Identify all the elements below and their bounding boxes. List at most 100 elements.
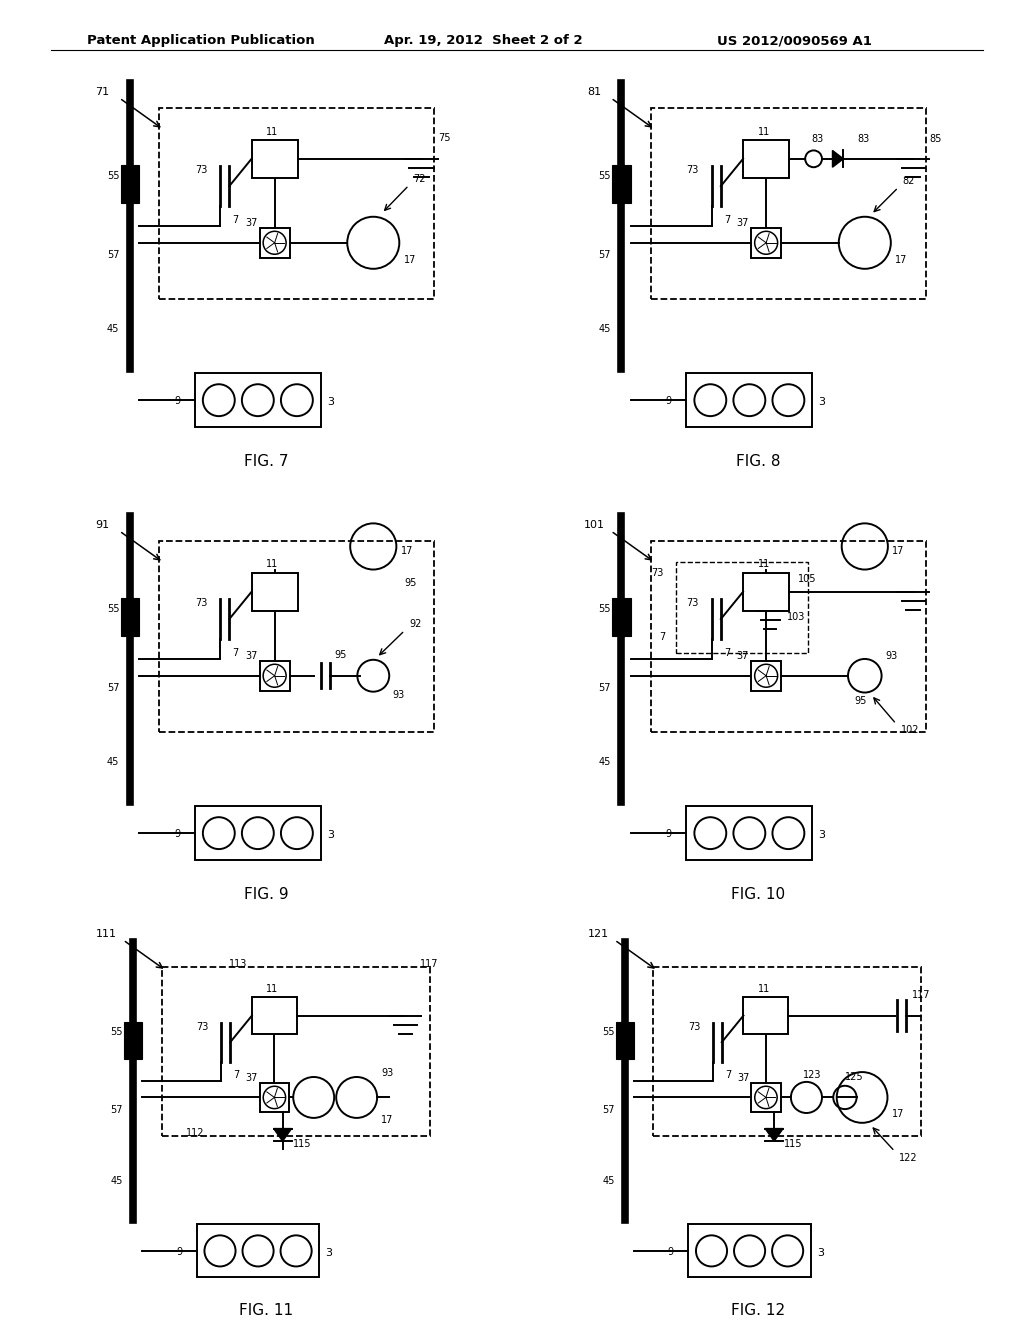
Text: 91: 91 xyxy=(95,520,110,529)
Bar xyxy=(612,165,631,203)
Text: 73: 73 xyxy=(195,598,207,609)
Text: 9: 9 xyxy=(666,396,672,407)
Text: 55: 55 xyxy=(106,603,120,614)
Text: 57: 57 xyxy=(602,1105,614,1114)
Text: 93: 93 xyxy=(886,651,898,660)
Text: 72: 72 xyxy=(413,174,426,183)
Text: 112: 112 xyxy=(186,1129,205,1138)
Text: 57: 57 xyxy=(598,251,611,260)
Text: 17: 17 xyxy=(400,545,413,556)
Text: 55: 55 xyxy=(598,603,611,614)
Text: 9: 9 xyxy=(174,829,180,840)
Text: 122: 122 xyxy=(899,1152,918,1163)
Text: 123: 123 xyxy=(803,1071,821,1080)
Text: FIG. 10: FIG. 10 xyxy=(731,887,784,902)
Text: 9: 9 xyxy=(668,1246,674,1257)
Text: 11: 11 xyxy=(758,127,770,136)
Text: 82: 82 xyxy=(902,176,915,186)
Text: 37: 37 xyxy=(737,651,750,660)
Text: 125: 125 xyxy=(845,1072,863,1082)
Bar xyxy=(252,573,298,611)
Text: Patent Application Publication: Patent Application Publication xyxy=(87,34,314,48)
Text: 3: 3 xyxy=(818,397,825,408)
Bar xyxy=(259,227,290,257)
Text: 121: 121 xyxy=(588,929,608,939)
Text: 3: 3 xyxy=(818,830,825,841)
Text: 37: 37 xyxy=(246,1073,258,1082)
Bar xyxy=(676,562,808,652)
Text: 55: 55 xyxy=(602,1027,614,1038)
Bar xyxy=(650,108,926,300)
Text: 7: 7 xyxy=(659,632,666,642)
Text: Apr. 19, 2012  Sheet 2 of 2: Apr. 19, 2012 Sheet 2 of 2 xyxy=(384,34,583,48)
Text: 71: 71 xyxy=(95,87,110,96)
Text: 83: 83 xyxy=(811,133,823,144)
Text: 45: 45 xyxy=(598,756,611,767)
Bar xyxy=(686,805,812,861)
Polygon shape xyxy=(765,1129,783,1142)
Text: 7: 7 xyxy=(232,215,239,224)
Text: 57: 57 xyxy=(598,684,611,693)
Text: 95: 95 xyxy=(854,696,866,706)
Text: 9: 9 xyxy=(176,1246,182,1257)
Bar xyxy=(197,1225,319,1278)
Text: 45: 45 xyxy=(111,1176,123,1187)
Bar xyxy=(159,108,434,300)
Text: 45: 45 xyxy=(106,756,120,767)
Text: 95: 95 xyxy=(335,649,347,660)
Text: 73: 73 xyxy=(650,568,664,578)
Bar xyxy=(686,374,812,428)
Text: 11: 11 xyxy=(758,560,770,569)
Bar xyxy=(688,1225,811,1278)
Bar xyxy=(615,1022,634,1059)
Text: 11: 11 xyxy=(266,127,279,136)
Text: FIG. 8: FIG. 8 xyxy=(735,454,780,469)
Text: 92: 92 xyxy=(409,619,421,630)
Text: 11: 11 xyxy=(758,983,770,994)
Text: 7: 7 xyxy=(233,1071,240,1080)
Text: 95: 95 xyxy=(404,578,417,589)
Text: 37: 37 xyxy=(737,218,750,227)
Text: 7: 7 xyxy=(724,648,730,657)
Text: FIG. 11: FIG. 11 xyxy=(240,1303,293,1317)
Text: 57: 57 xyxy=(106,684,120,693)
Text: 57: 57 xyxy=(106,251,120,260)
Text: 3: 3 xyxy=(327,830,334,841)
Text: 45: 45 xyxy=(598,323,611,334)
Text: 73: 73 xyxy=(686,598,698,609)
Text: 9: 9 xyxy=(666,829,672,840)
Text: 113: 113 xyxy=(229,960,248,969)
Text: 3: 3 xyxy=(326,1247,333,1258)
Text: FIG. 7: FIG. 7 xyxy=(244,454,289,469)
Text: 11: 11 xyxy=(266,560,279,569)
Text: US 2012/0090569 A1: US 2012/0090569 A1 xyxy=(717,34,871,48)
Polygon shape xyxy=(833,150,844,168)
Text: FIG. 9: FIG. 9 xyxy=(244,887,289,902)
Bar xyxy=(195,374,321,428)
Text: FIG. 12: FIG. 12 xyxy=(731,1303,784,1317)
Bar xyxy=(259,660,290,690)
Text: 45: 45 xyxy=(602,1176,614,1187)
Bar xyxy=(751,227,781,257)
Bar xyxy=(124,1022,142,1059)
Text: 55: 55 xyxy=(598,170,611,181)
Text: 17: 17 xyxy=(895,255,907,264)
Bar xyxy=(612,598,631,636)
Bar xyxy=(195,805,321,861)
Text: 85: 85 xyxy=(929,133,941,144)
Text: 9: 9 xyxy=(174,396,180,407)
Text: 17: 17 xyxy=(403,255,416,264)
Text: 17: 17 xyxy=(892,1109,904,1119)
Text: 75: 75 xyxy=(438,133,451,143)
Text: 3: 3 xyxy=(327,397,334,408)
Text: 73: 73 xyxy=(195,165,207,176)
Text: 115: 115 xyxy=(784,1139,803,1150)
Bar xyxy=(650,541,926,733)
Text: 45: 45 xyxy=(106,323,120,334)
Bar xyxy=(751,660,781,690)
Text: 55: 55 xyxy=(106,170,120,181)
Text: 7: 7 xyxy=(724,215,730,224)
Bar xyxy=(260,1082,289,1113)
Text: 55: 55 xyxy=(111,1027,123,1038)
Polygon shape xyxy=(273,1129,292,1142)
